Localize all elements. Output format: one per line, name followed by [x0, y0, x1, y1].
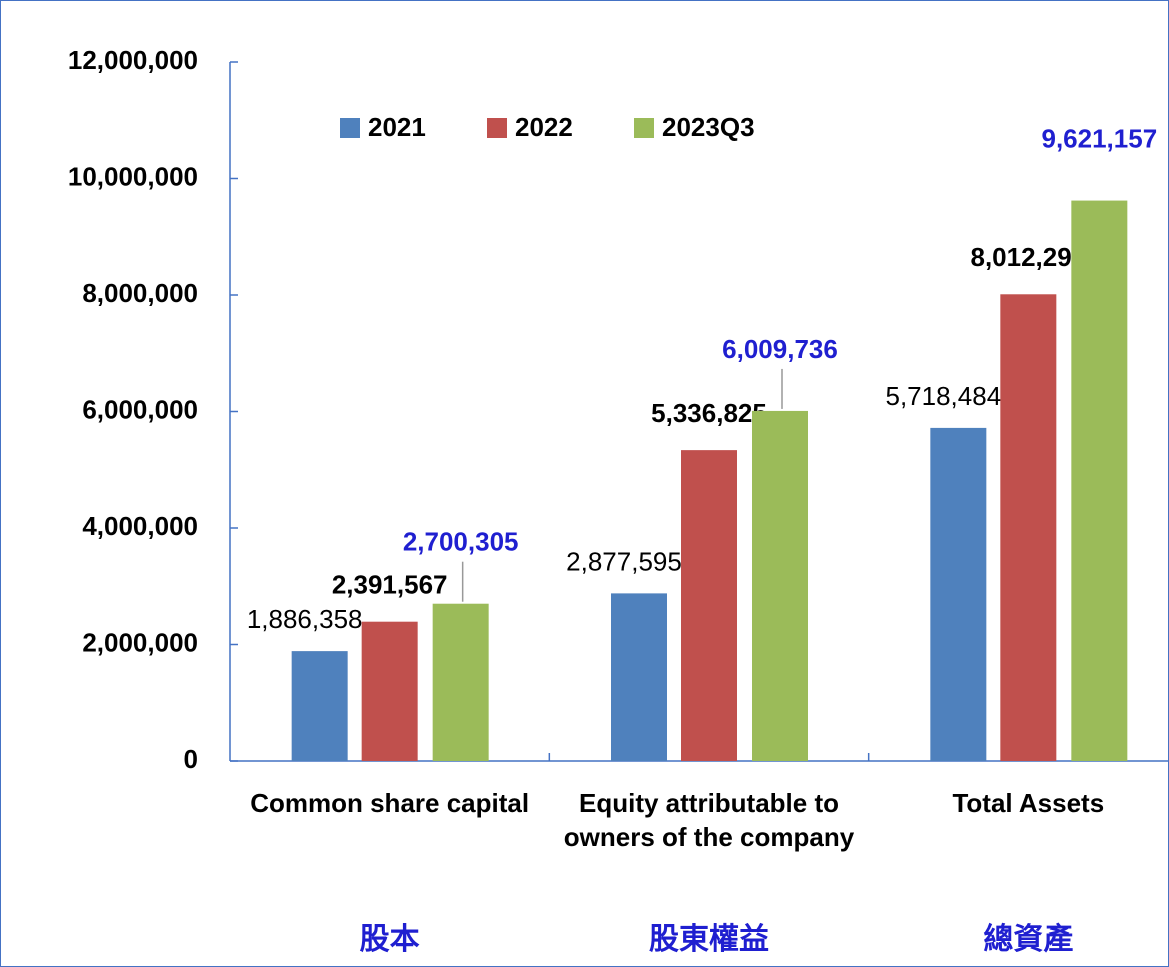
legend-label: 2022: [515, 112, 573, 142]
bar: [1071, 200, 1128, 761]
x-tick-label-zh: 股本: [359, 922, 420, 957]
y-tick-label: 0: [184, 744, 198, 774]
bar: [611, 593, 667, 761]
x-tick-label: Total Assets: [952, 788, 1105, 818]
legend-swatch: [634, 118, 654, 138]
legend-label: 2023Q3: [662, 112, 755, 142]
x-tick-label: Common share capital: [250, 788, 530, 818]
data-label: 5,718,484: [885, 381, 1001, 411]
legend-label: 2021: [368, 112, 426, 142]
bar: [930, 427, 987, 761]
bar: [432, 603, 489, 761]
data-label: 6,009,736: [722, 334, 838, 364]
x-tick-label-zh: 總資產: [983, 922, 1074, 957]
data-label: 2,391,567: [332, 570, 448, 600]
data-label: 9,621,157: [1041, 123, 1157, 153]
legend-swatch: [487, 118, 507, 138]
data-label: 8,012,292: [970, 242, 1086, 272]
legend-swatch: [340, 118, 360, 138]
y-tick-label: 6,000,000: [82, 394, 198, 424]
x-tick-label-zh: 股東權益: [649, 922, 769, 957]
bar: [1000, 294, 1057, 761]
y-tick-label: 12,000,000: [68, 45, 198, 75]
bar: [291, 651, 348, 761]
x-tick-label: Equity attributable to owners of the com…: [563, 788, 855, 852]
y-tick-label: 2,000,000: [82, 627, 198, 657]
bar: [361, 621, 418, 761]
y-tick-label: 4,000,000: [82, 511, 198, 541]
bar: [681, 450, 737, 761]
y-tick-label: 10,000,000: [68, 161, 198, 191]
data-label: 2,700,305: [403, 527, 519, 557]
bar: [752, 410, 808, 761]
data-label: 5,336,825: [651, 398, 767, 428]
data-label: 2,877,595: [566, 546, 682, 576]
y-tick-label: 8,000,000: [82, 278, 198, 308]
data-label: 1,886,358: [247, 604, 363, 634]
